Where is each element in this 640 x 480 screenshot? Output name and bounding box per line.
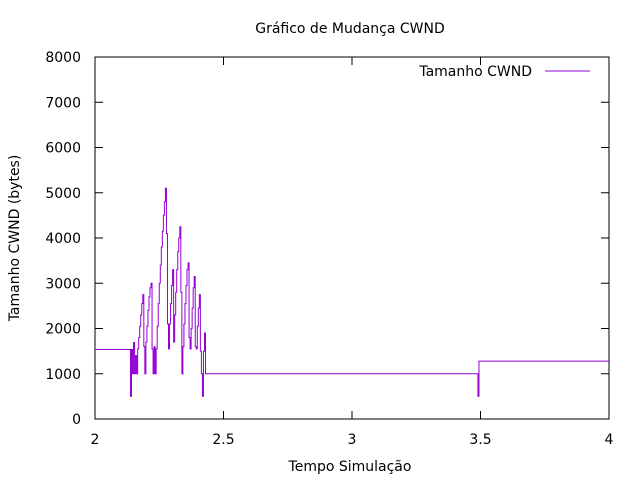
x-tick-label: 2 [91, 432, 100, 448]
x-tick-label: 3.5 [469, 432, 491, 448]
series-line-cwnd [95, 187, 609, 397]
y-tick-label: 8000 [45, 50, 81, 66]
y-tick-label: 5000 [45, 186, 81, 202]
legend: Tamanho CWND [418, 64, 590, 80]
x-tick-label: 4 [605, 432, 614, 448]
x-tick-label: 2.5 [212, 432, 234, 448]
plot-area [94, 56, 610, 420]
y-tick-label: 2000 [45, 322, 81, 338]
legend-label: Tamanho CWND [418, 64, 532, 80]
y-tick-label: 0 [72, 412, 81, 428]
y-tick-label: 6000 [45, 141, 81, 157]
chart-title: Gráfico de Mudança CWND [255, 21, 445, 37]
y-tick-label: 7000 [45, 95, 81, 111]
y-tick-label: 3000 [45, 276, 81, 292]
plot-frame [94, 56, 610, 420]
y-tick-label: 1000 [45, 367, 81, 383]
x-axis: 2 2.5 3 3.5 4 [91, 57, 614, 448]
series-layer [95, 187, 609, 397]
x-tick-label: 3 [348, 432, 357, 448]
x-axis-label: Tempo Simulação [288, 459, 412, 475]
y-axis-label: Tamanho CWND (bytes) [7, 155, 23, 323]
y-tick-label: 4000 [45, 231, 81, 247]
y-axis: 0 1000 2000 3000 4000 5000 6000 7000 8000 [45, 50, 609, 428]
